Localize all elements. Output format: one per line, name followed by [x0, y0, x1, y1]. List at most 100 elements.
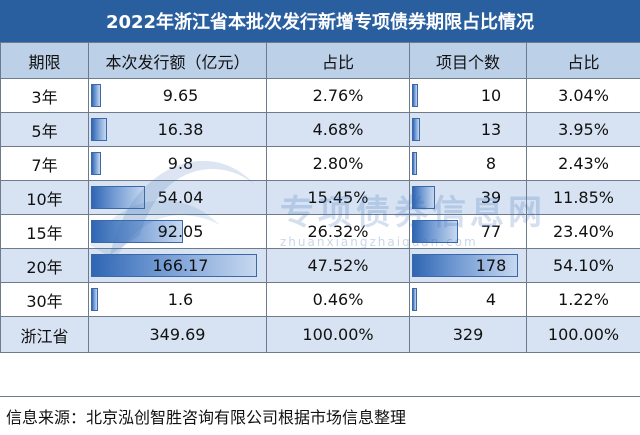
amount-cell: 92.05 — [88, 214, 267, 249]
count-data-bar — [412, 118, 420, 141]
amount-cell-value: 16.38 — [157, 120, 204, 139]
term-cell: 3年 — [0, 78, 89, 113]
count-cell-value: 8 — [485, 154, 497, 173]
amount-cell-value: 54.04 — [157, 188, 204, 207]
count-cell-value: 4 — [485, 290, 497, 309]
total-term-cell: 浙江省 — [0, 316, 89, 353]
amount-share-cell-value: 26.32% — [307, 222, 369, 241]
total-count-share-cell: 100.00% — [526, 316, 640, 353]
header-amount: 本次发行额（亿元） — [88, 42, 267, 79]
term-share-table: 期限 本次发行额（亿元） 占比 项目个数 占比 3年 9.65 2.76% 10 3.0… — [0, 42, 640, 353]
term-cell-value: 10年 — [26, 189, 63, 209]
table-row: 7年 9.8 2.80% 8 2.43% — [0, 146, 640, 181]
count-data-bar — [412, 288, 417, 311]
amount-data-bar — [91, 220, 183, 243]
count-data-bar — [412, 220, 458, 243]
count-share-cell: 11.85% — [526, 180, 640, 215]
table-title: 2022年浙江省本批次发行新增专项债券期限占比情况 — [0, 0, 640, 43]
amount-cell: 54.04 — [88, 180, 267, 215]
amount-data-bar — [91, 84, 101, 107]
count-cell: 13 — [409, 112, 527, 147]
table-row: 3年 9.65 2.76% 10 3.04% — [0, 78, 640, 113]
table-row: 10年 54.04 15.45% 39 11.85% — [0, 180, 640, 215]
amount-cell: 166.17 — [88, 248, 267, 283]
amount-cell: 9.8 — [88, 146, 267, 181]
count-share-cell: 3.95% — [526, 112, 640, 147]
term-cell-value: 5年 — [31, 121, 58, 141]
count-share-cell-value: 2.43% — [558, 154, 609, 173]
header-row: 期限 本次发行额（亿元） 占比 项目个数 占比 — [0, 42, 640, 79]
amount-share-cell: 26.32% — [266, 214, 410, 249]
amount-data-bar — [91, 152, 101, 175]
count-cell-value: 13 — [480, 120, 502, 139]
term-cell: 7年 — [0, 146, 89, 181]
total-count-cell: 329 — [409, 316, 527, 353]
count-share-cell-value: 3.95% — [558, 120, 609, 139]
term-cell-value: 7年 — [31, 155, 58, 175]
term-cell: 15年 — [0, 214, 89, 249]
count-share-cell: 54.10% — [526, 248, 640, 283]
count-cell: 10 — [409, 78, 527, 113]
count-cell-value: 178 — [475, 256, 507, 275]
amount-data-bar — [91, 118, 108, 141]
table-row: 5年 16.38 4.68% 13 3.95% — [0, 112, 640, 147]
table-row: 20年 166.17 47.52% 178 54.10% — [0, 248, 640, 283]
amount-share-cell: 15.45% — [266, 180, 410, 215]
count-data-bar — [412, 84, 418, 107]
amount-cell-value: 9.8 — [167, 154, 194, 173]
count-cell-value: 10 — [480, 86, 502, 105]
term-cell-value: 20年 — [26, 257, 63, 277]
amount-data-bar — [91, 186, 145, 209]
count-cell: 8 — [409, 146, 527, 181]
amount-data-bar — [91, 254, 257, 277]
amount-cell-value: 92.05 — [157, 222, 204, 241]
amount-share-cell-value: 15.45% — [307, 188, 369, 207]
term-cell-value: 15年 — [26, 223, 63, 243]
count-share-cell: 3.04% — [526, 78, 640, 113]
count-share-cell-value: 23.40% — [552, 222, 614, 241]
amount-cell: 1.6 — [88, 282, 267, 317]
total-amount-share-cell: 100.00% — [266, 316, 410, 353]
term-cell: 5年 — [0, 112, 89, 147]
count-data-bar — [412, 152, 417, 175]
amount-share-cell-value: 0.46% — [312, 290, 364, 309]
amount-cell: 16.38 — [88, 112, 267, 147]
total-row: 浙江省 349.69 100.00% 329 100.00% — [0, 316, 640, 353]
amount-cell-value: 1.6 — [167, 290, 194, 309]
term-cell: 20年 — [0, 248, 89, 283]
count-share-cell-value: 11.85% — [552, 188, 614, 207]
count-cell-value: 39 — [480, 188, 502, 207]
count-cell: 4 — [409, 282, 527, 317]
header-amount-share: 占比 — [266, 42, 410, 79]
amount-cell-value: 166.17 — [152, 256, 209, 275]
amount-cell: 9.65 — [88, 78, 267, 113]
total-amount-cell: 349.69 — [88, 316, 267, 353]
table-row: 30年 1.6 0.46% 4 1.22% — [0, 282, 640, 317]
amount-share-cell: 2.76% — [266, 78, 410, 113]
amount-cell-value: 9.65 — [162, 86, 199, 105]
count-data-bar — [412, 254, 518, 277]
count-cell-value: 77 — [480, 222, 502, 241]
count-data-bar — [412, 186, 436, 209]
amount-share-cell: 0.46% — [266, 282, 410, 317]
term-cell-value: 30年 — [26, 291, 63, 311]
amount-share-cell-value: 47.52% — [307, 256, 369, 275]
header-term: 期限 — [0, 42, 89, 79]
count-share-cell: 1.22% — [526, 282, 640, 317]
count-share-cell: 2.43% — [526, 146, 640, 181]
term-cell: 10年 — [0, 180, 89, 215]
header-count: 项目个数 — [409, 42, 527, 79]
amount-share-cell: 4.68% — [266, 112, 410, 147]
header-count-share: 占比 — [526, 42, 640, 79]
count-share-cell: 23.40% — [526, 214, 640, 249]
amount-share-cell-value: 4.68% — [312, 120, 364, 139]
amount-share-cell: 2.80% — [266, 146, 410, 181]
count-share-cell-value: 54.10% — [552, 256, 614, 275]
count-cell: 77 — [409, 214, 527, 249]
source-note: 信息来源：北京泓创智胜咨询有限公司根据市场信息整理 — [0, 396, 640, 435]
count-cell: 178 — [409, 248, 527, 283]
term-cell-value: 3年 — [31, 87, 58, 107]
amount-share-cell: 47.52% — [266, 248, 410, 283]
count-share-cell-value: 1.22% — [558, 290, 609, 309]
amount-share-cell-value: 2.80% — [312, 154, 364, 173]
